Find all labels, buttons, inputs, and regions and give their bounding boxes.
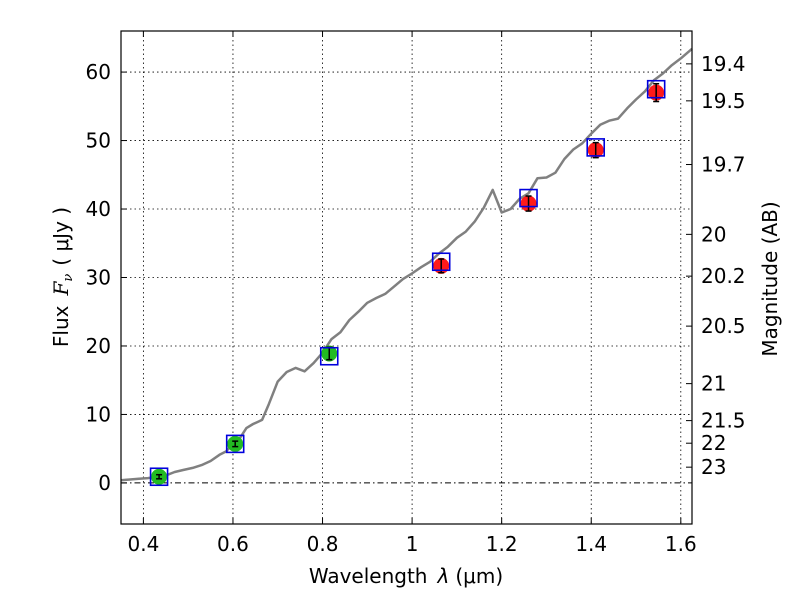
x-tick-label: 0.6 — [217, 532, 249, 556]
magnitude-tick-label: 20.5 — [701, 314, 746, 338]
magnitude-axis-label: Magnitude (AB) — [758, 201, 782, 356]
y-axis-label: FluxFν( μJy ) — [49, 207, 76, 347]
x-tick-label: 1 — [406, 532, 419, 556]
model-square — [519, 188, 538, 208]
y-tick-label: 50 — [86, 129, 111, 153]
model-spectrum-line — [120, 47, 693, 482]
x-tick-label: 1.4 — [575, 532, 607, 556]
model-square — [319, 346, 339, 366]
x-axis-label: Wavelength λ (μm) — [309, 564, 503, 588]
y-tick-label: 30 — [86, 266, 111, 290]
model-square — [149, 467, 169, 487]
y-tick-label: 60 — [86, 60, 111, 84]
y-tick-label: 0 — [98, 471, 111, 495]
magnitude-tick-label: 22 — [701, 431, 726, 455]
model-square — [586, 138, 606, 157]
y-tick-label: 10 — [86, 402, 111, 426]
magnitude-tick-label: 21 — [701, 372, 726, 396]
magnitude-tick-label: 20 — [701, 222, 726, 246]
model-square — [225, 434, 245, 454]
magnitude-tick-label: 19.4 — [701, 52, 746, 76]
y-tick-label: 20 — [86, 334, 111, 358]
model-square — [431, 252, 451, 272]
x-tick-label: 0.8 — [307, 532, 339, 556]
magnitude-tick-label: 23 — [701, 455, 726, 479]
axis-ticks: 0.4 0.6 0.8 1 1.2 1.4 1.6 0 10 20 30 40 50 60 19.4 19.5… — [86, 31, 746, 556]
x-tick-label: 1.6 — [665, 532, 697, 556]
magnitude-tick-label: 20.2 — [701, 264, 746, 288]
model-square — [646, 79, 666, 99]
y-tick-label: 40 — [86, 197, 111, 221]
x-tick-label: 1.2 — [486, 532, 518, 556]
magnitude-tick-label: 21.5 — [701, 409, 746, 433]
x-tick-label: 0.4 — [127, 532, 159, 556]
data-points — [149, 79, 666, 487]
magnitude-tick-label: 19.5 — [701, 89, 746, 113]
magnitude-tick-label: 19.7 — [701, 153, 746, 177]
